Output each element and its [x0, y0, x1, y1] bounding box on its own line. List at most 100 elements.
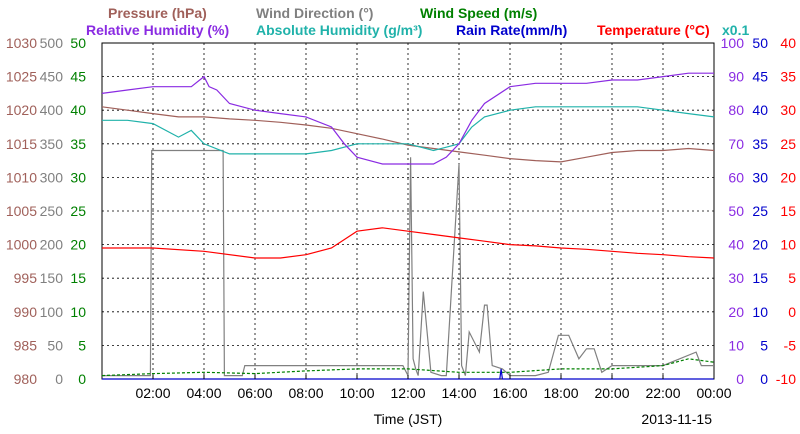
y-tick-label-wind-speed: 35 [70, 136, 86, 152]
x-tick-label: 14:00 [441, 385, 476, 401]
right-axes: 0102030405060708090100051015202530354045… [721, 35, 797, 387]
y-tick-label-pressure: 1015 [6, 136, 37, 152]
y-tick-label-wind-speed: 25 [70, 203, 86, 219]
y-tick-label-temperature: 0 [788, 304, 796, 320]
series-line-relative-humidity [101, 72, 714, 165]
y-tick-label-wind-speed: 45 [70, 69, 86, 85]
y-tick-label-wind-direction: 400 [40, 102, 64, 118]
y-tick-label-rain-rate: 20 [752, 237, 768, 253]
y-tick-label-wind-speed: 30 [70, 169, 86, 185]
y-tick-label-relative-humidity: 60 [728, 169, 744, 185]
y-tick-label-pressure: 1025 [6, 69, 37, 85]
y-tick-label-rain-rate: 45 [752, 69, 768, 85]
y-tick-label-wind-direction: 300 [40, 169, 64, 185]
y-tick-label-pressure: 1030 [6, 35, 37, 51]
y-tick-label-pressure: 995 [14, 270, 38, 286]
series-lines [101, 72, 715, 380]
series-line-pressure-hpa [101, 106, 715, 163]
y-tick-label-rain-rate: 35 [752, 136, 768, 152]
y-tick-label-rain-rate: 15 [752, 270, 768, 286]
y-tick-label-temperature: 15 [780, 203, 796, 219]
y-tick-label-relative-humidity: 70 [728, 136, 744, 152]
series-line-rain-rate-mm-h [102, 368, 714, 380]
y-tick-label-wind-direction: 250 [40, 203, 64, 219]
left-axes: 9809859909951000100510101015102010251030… [6, 35, 86, 387]
y-tick-label-temperature: -5 [784, 337, 797, 353]
y-tick-label-pressure: 1020 [6, 102, 37, 118]
y-tick-label-relative-humidity: 80 [728, 102, 744, 118]
legend-entry-relative-humidity: Relative Humidity (%) [86, 22, 229, 38]
x-axis: 02:00 04:00 06:00 08:00 10:00 12:00 14:00 16:00… [135, 375, 732, 401]
y-tick-label-pressure: 980 [14, 371, 38, 387]
x-tick-label: 12:00 [390, 385, 425, 401]
date-label: 2013-11-15 [641, 411, 712, 427]
y-tick-label-pressure: 1005 [6, 203, 37, 219]
y-tick-label-temperature: 20 [780, 169, 796, 185]
y-tick-label-temperature: 10 [780, 237, 796, 253]
series-line-wind-direction [102, 149, 714, 377]
y-tick-label-rain-rate: 30 [752, 169, 768, 185]
x-tick-label: 00:00 [696, 385, 731, 401]
series-line-temperature-c [102, 227, 715, 259]
y-tick-label-relative-humidity: 20 [728, 304, 744, 320]
x-tick-label: 22:00 [645, 385, 680, 401]
y-tick-label-temperature: 25 [780, 136, 796, 152]
y-tick-label-wind-speed: 15 [70, 270, 86, 286]
y-tick-label-relative-humidity: 30 [728, 270, 744, 286]
legend-entry-temperature-c: Temperature (°C) [597, 22, 710, 38]
legend-entry-absolute-humidity-g-m: Absolute Humidity (g/m³) [256, 22, 422, 38]
y-tick-label-wind-direction: 50 [47, 337, 63, 353]
y-tick-label-wind-direction: 450 [40, 69, 64, 85]
legend-entry-rain-rate-mm-h: Rain Rate(mm/h) [456, 22, 567, 38]
y-tick-label-rain-rate: 40 [752, 102, 768, 118]
legend-entry-wind-direction: Wind Direction (°) [256, 5, 373, 21]
y-tick-label-pressure: 1000 [6, 237, 37, 253]
y-tick-label-relative-humidity: 10 [728, 337, 744, 353]
x-tick-label: 10:00 [339, 385, 374, 401]
y-tick-label-wind-direction: 500 [40, 35, 64, 51]
y-tick-label-relative-humidity: 90 [728, 69, 744, 85]
y-tick-label-wind-speed: 10 [70, 304, 86, 320]
y-tick-label-relative-humidity: 100 [721, 35, 745, 51]
y-tick-label-wind-direction: 100 [40, 304, 64, 320]
legend-entry-pressure-hpa: Pressure (hPa) [108, 5, 207, 21]
series-line-absolute-humidity-g-m [102, 106, 715, 155]
x-axis-label: Time (JST) [374, 411, 443, 427]
y-tick-label-pressure: 990 [14, 304, 38, 320]
y-tick-label-rain-rate: 10 [752, 304, 768, 320]
y-tick-label-temperature: -10 [776, 371, 796, 387]
legend-entry-x0-1: x0.1 [722, 22, 749, 38]
y-tick-label-wind-speed: 50 [70, 35, 86, 51]
y-tick-label-temperature: 40 [780, 35, 796, 51]
y-tick-label-temperature: 35 [780, 69, 796, 85]
y-tick-label-temperature: 5 [788, 270, 796, 286]
y-tick-label-rain-rate: 0 [760, 371, 768, 387]
x-tick-label: 04:00 [186, 385, 221, 401]
y-tick-label-rain-rate: 25 [752, 203, 768, 219]
y-tick-label-temperature: 30 [780, 102, 796, 118]
x-tick-label: 02:00 [135, 385, 170, 401]
y-tick-label-wind-direction: 0 [55, 371, 63, 387]
x-tick-label: 18:00 [543, 385, 578, 401]
y-tick-label-wind-speed: 20 [70, 237, 86, 253]
x-tick-label: 08:00 [288, 385, 323, 401]
y-tick-label-pressure: 1010 [6, 169, 37, 185]
series-line-wind-speed-m-s [101, 358, 715, 377]
y-tick-label-wind-speed: 5 [78, 337, 86, 353]
y-tick-label-relative-humidity: 50 [728, 203, 744, 219]
y-tick-label-relative-humidity: 40 [728, 237, 744, 253]
y-tick-label-wind-direction: 350 [40, 136, 64, 152]
y-tick-label-pressure: 985 [14, 337, 38, 353]
x-tick-label: 06:00 [237, 385, 272, 401]
legend-entry-wind-speed-m-s: Wind Speed (m/s) [420, 5, 537, 21]
x-tick-label: 16:00 [492, 385, 527, 401]
y-tick-label-wind-direction: 200 [40, 237, 64, 253]
x-tick-label: 20:00 [594, 385, 629, 401]
legend: Pressure (hPa) Wind Direction (°) Wind Spe… [86, 5, 749, 38]
y-tick-label-rain-rate: 50 [752, 35, 768, 51]
y-tick-label-wind-speed: 40 [70, 102, 86, 118]
y-tick-label-wind-speed: 0 [78, 371, 86, 387]
y-tick-label-relative-humidity: 0 [736, 371, 744, 387]
y-tick-label-rain-rate: 5 [760, 337, 768, 353]
